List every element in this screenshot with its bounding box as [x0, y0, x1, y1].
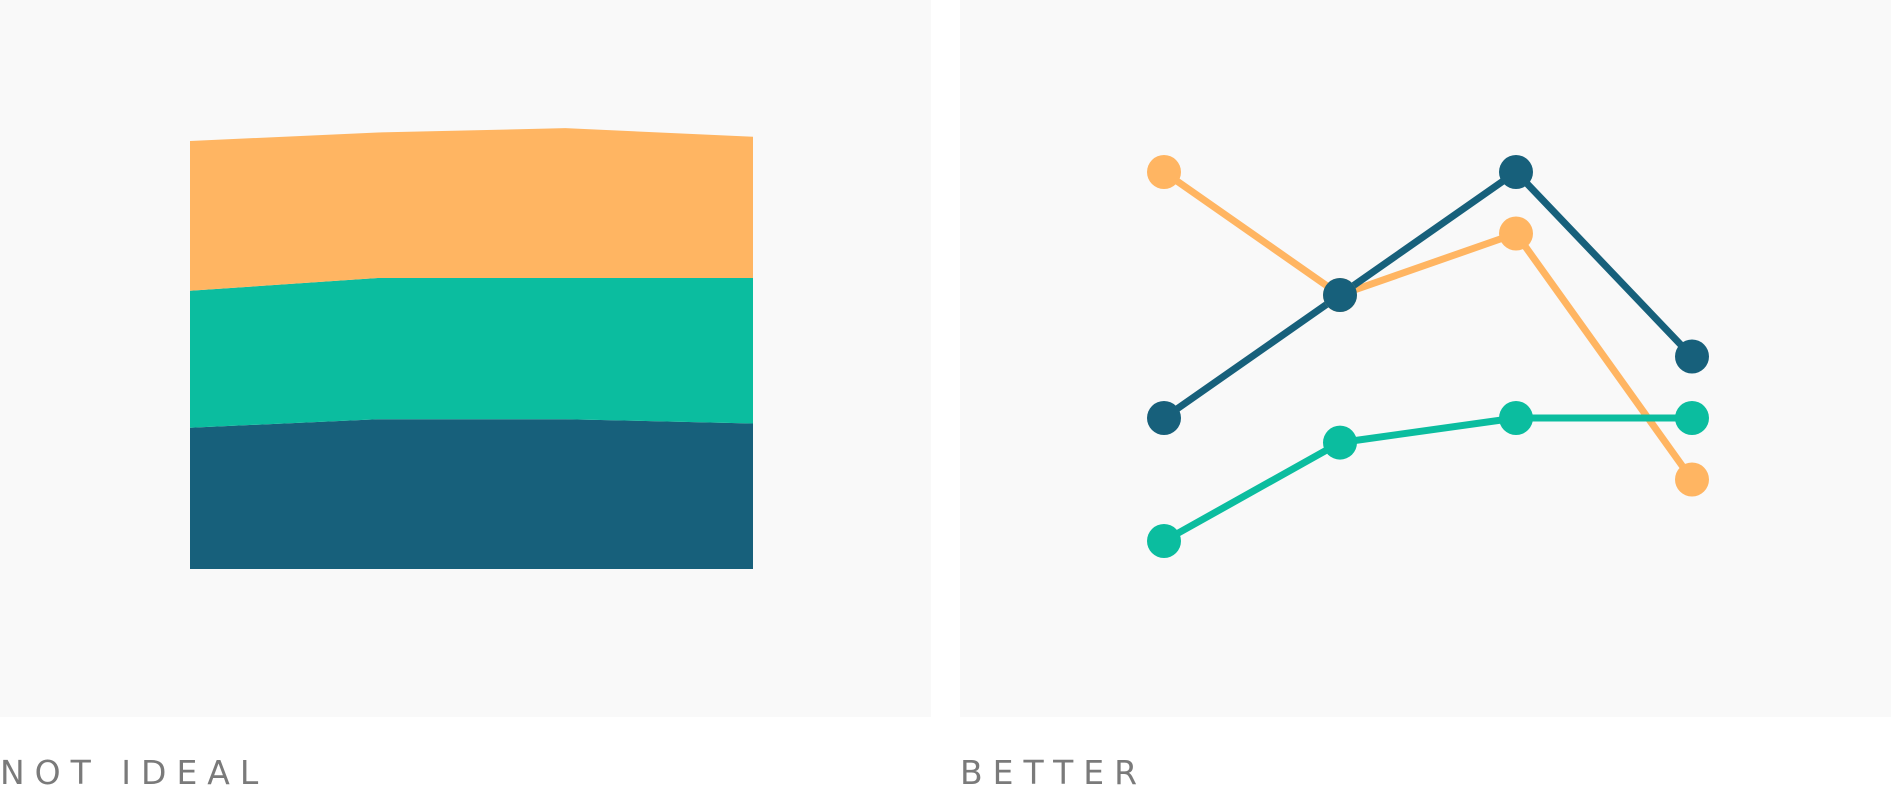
line-point-0-0 — [1147, 155, 1181, 189]
line-point-1-0 — [1147, 401, 1181, 435]
line-point-1-2 — [1499, 155, 1533, 189]
stacked-area-chart — [190, 128, 753, 569]
line-point-2-1 — [1323, 425, 1357, 460]
line-point-2-0 — [1147, 524, 1181, 558]
line-chart — [1147, 155, 1709, 558]
line-point-0-3 — [1675, 462, 1709, 497]
area-band-0 — [190, 419, 753, 569]
caption-better: BETTER — [960, 753, 1148, 792]
line-point-0-2 — [1499, 216, 1533, 251]
line-series-1 — [1160, 168, 1696, 422]
area-band-1 — [190, 277, 753, 428]
line-series-0 — [1160, 168, 1696, 483]
line-chart-panel — [960, 0, 1891, 717]
line-point-1-3 — [1675, 339, 1709, 374]
caption-not-ideal: NOT IDEAL — [0, 753, 269, 792]
line-point-2-3 — [1675, 401, 1709, 435]
line-series-2 — [1160, 414, 1696, 545]
area-band-2 — [190, 128, 753, 291]
line-point-1-1 — [1323, 278, 1357, 312]
stacked-area-panel — [0, 0, 931, 717]
line-point-2-2 — [1499, 401, 1533, 435]
